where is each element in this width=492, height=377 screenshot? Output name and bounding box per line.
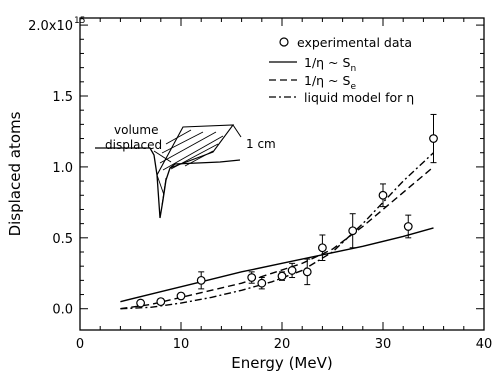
data-point xyxy=(318,243,327,253)
y-tick-label: 0.0 xyxy=(52,303,73,318)
legend-label-sn-main: 1/η ~ S xyxy=(304,55,351,70)
inset-label-volume: volume xyxy=(114,123,158,137)
axes xyxy=(79,17,485,331)
data-point xyxy=(247,273,257,282)
x-tick-label: 30 xyxy=(375,337,392,352)
x-tick-label: 20 xyxy=(274,337,291,352)
data-point xyxy=(136,298,146,308)
legend-marker-experimental xyxy=(279,37,289,47)
legend-label-se-main: 1/η ~ S xyxy=(304,73,351,88)
legend-label-sn: 1/η ~ Sn xyxy=(304,55,356,74)
x-tick-label: 40 xyxy=(476,337,492,352)
y-tick-label: 1.5 xyxy=(52,90,73,105)
legend: experimental data 1/η ~ Sn 1/η ~ Se liqu… xyxy=(269,35,414,105)
data-point xyxy=(287,266,297,275)
legend-label-se: 1/η ~ Se xyxy=(304,73,356,92)
y-tick-label: 1.0 xyxy=(52,161,73,176)
y-tick-label: 0.5 xyxy=(52,232,73,247)
y-tick-label: 2.0x10 xyxy=(28,19,73,34)
series-line-dashdot xyxy=(120,152,434,310)
data-point xyxy=(176,291,186,301)
data-point xyxy=(378,190,388,200)
x-tick-label: 10 xyxy=(173,337,190,352)
y-axis-title: Displaced atoms xyxy=(6,111,24,236)
data-point xyxy=(403,222,413,231)
inset-label-displaced: displaced xyxy=(105,138,162,152)
inset-hatching xyxy=(156,129,224,206)
legend-label-sn-sub: n xyxy=(350,64,356,74)
data-points xyxy=(136,113,438,308)
legend-label-liquid: liquid model for η xyxy=(304,90,414,105)
data-point xyxy=(348,226,358,236)
data-point xyxy=(257,278,267,288)
x-tick-label: 0 xyxy=(76,337,84,352)
data-point xyxy=(429,134,438,143)
plot-frame xyxy=(79,17,485,331)
series-line-dashed xyxy=(120,166,434,310)
legend-label-se-sub: e xyxy=(350,82,356,92)
series-group xyxy=(120,152,434,310)
inset-pointer xyxy=(153,150,172,163)
data-point xyxy=(156,297,166,307)
inset-scale-pointer xyxy=(232,124,242,138)
y-axis-exponent: 15 xyxy=(74,16,85,26)
data-point xyxy=(277,271,287,281)
inset-volume-sketch: volume displaced 1 cm xyxy=(95,123,276,219)
data-point xyxy=(302,267,312,277)
x-axis-title: Energy (MeV) xyxy=(231,354,332,372)
series-line-solid xyxy=(120,227,434,303)
data-point xyxy=(196,275,206,285)
legend-label-experimental: experimental data xyxy=(297,35,412,50)
ticks: 0 10 20 30 40 0.0 0.5 1.0 1.5 2.0x10 xyxy=(28,18,492,352)
inset-scale-label: 1 cm xyxy=(246,137,276,151)
